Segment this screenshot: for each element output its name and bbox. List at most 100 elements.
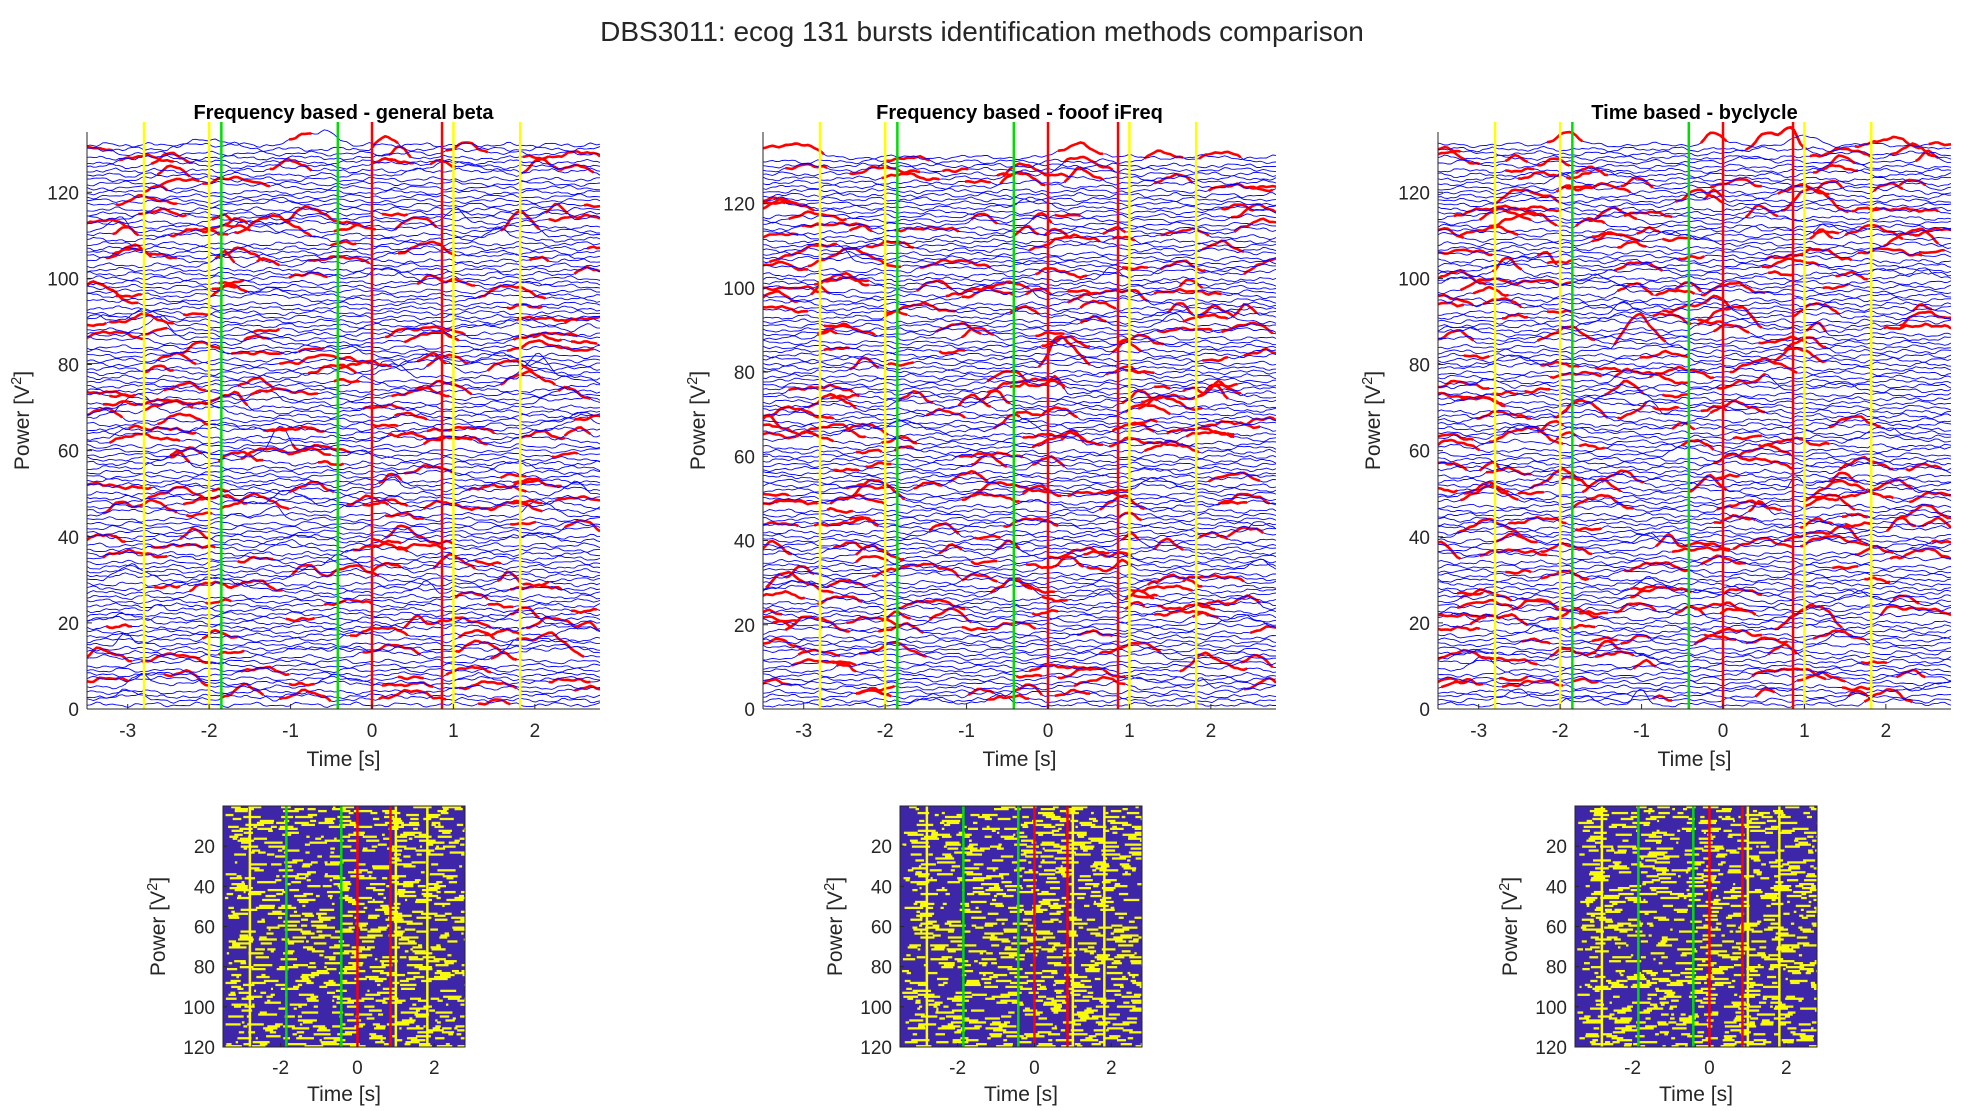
trial-trace — [1438, 494, 1951, 514]
trial-trace — [763, 595, 1276, 612]
burst-cell — [1617, 845, 1637, 848]
x-tick-label: 0 — [1718, 721, 1729, 742]
burst-cell — [295, 877, 307, 880]
burst-cell — [1030, 928, 1035, 931]
burst-cell — [289, 914, 301, 917]
burst-segment — [1694, 601, 1743, 611]
burst-cell — [447, 997, 460, 1000]
burst-cell — [1715, 855, 1726, 858]
burst-segment — [877, 547, 905, 561]
burst-cell — [931, 948, 945, 951]
burst-cell — [943, 964, 955, 967]
burst-cell — [346, 1005, 358, 1008]
burst-cell — [1730, 958, 1739, 961]
burst-cell — [1603, 1043, 1614, 1046]
burst-cell — [417, 885, 426, 888]
burst-cell — [240, 930, 256, 933]
burst-cell — [418, 967, 433, 971]
burst-cell — [395, 999, 406, 1002]
burst-cell — [400, 833, 415, 836]
burst-cell — [1782, 863, 1790, 866]
burst-cell — [1627, 977, 1647, 981]
burst-segment — [1438, 268, 1487, 286]
burst-cell — [421, 888, 438, 892]
burst-cell — [1658, 918, 1670, 921]
burst-cell — [1023, 879, 1037, 882]
burst-cell — [974, 960, 978, 963]
burst-cell — [375, 1041, 385, 1044]
burst-cell — [1710, 977, 1729, 981]
burst-segment — [288, 480, 335, 494]
burst-cell — [301, 932, 315, 935]
burst-segment — [1438, 432, 1474, 441]
y-tick-label: 120 — [1398, 183, 1430, 204]
burst-cell — [1808, 849, 1813, 852]
burst-cell — [324, 819, 334, 823]
trial-trace — [87, 266, 600, 273]
burst-segment — [371, 134, 399, 149]
burst-cell — [1642, 883, 1646, 886]
trial-trace — [1438, 581, 1951, 588]
burst-cell — [914, 1013, 925, 1016]
burst-cell — [239, 936, 253, 939]
burst-cell — [1806, 815, 1813, 819]
burst-cell — [902, 991, 918, 994]
burst-cell — [447, 954, 452, 957]
burst-cell — [946, 997, 965, 1000]
burst-segment — [1828, 154, 1856, 166]
burst-cell — [335, 930, 354, 933]
burst-cell — [1685, 1045, 1688, 1048]
trial-trace — [763, 212, 1276, 228]
burst-cell — [354, 869, 368, 872]
burst-segment — [1800, 534, 1868, 548]
burst-cell — [1586, 902, 1590, 906]
burst-cell — [463, 827, 465, 831]
y-tick-label: 100 — [1535, 998, 1567, 1019]
burst-segment — [1518, 170, 1560, 181]
burst-cell — [1608, 825, 1617, 829]
burst-segment — [179, 526, 210, 541]
burst-cell — [256, 975, 270, 979]
burst-cell — [1021, 1037, 1028, 1040]
burst-cell — [1070, 1029, 1084, 1032]
burst-cell — [1790, 922, 1795, 925]
burst-cell — [444, 912, 452, 915]
burst-cell — [324, 817, 336, 821]
burst-cell — [981, 883, 999, 886]
burst-cell — [936, 861, 956, 864]
burst-cell — [361, 997, 374, 1000]
burst-cell — [283, 809, 299, 813]
burst-cell — [257, 920, 266, 923]
burst-cell — [1723, 890, 1742, 894]
burst-cell — [1132, 975, 1136, 979]
burst-segment — [868, 684, 895, 692]
burst-cell — [1617, 946, 1621, 949]
burst-cell — [305, 851, 310, 854]
burst-cell — [944, 922, 952, 925]
burst-cell — [316, 930, 323, 933]
burst-cell — [1122, 823, 1132, 827]
x-axis-label: Time [s] — [984, 1083, 1058, 1106]
burst-cell — [1659, 997, 1667, 1000]
burst-cell — [920, 1015, 938, 1018]
trial-trace — [87, 533, 600, 540]
burst-cell — [1039, 985, 1046, 989]
burst-cell — [1040, 855, 1054, 858]
burst-cell — [1590, 1007, 1608, 1010]
burst-cell — [439, 817, 454, 821]
burst-cell — [1716, 809, 1731, 813]
burst-cell — [369, 966, 386, 969]
burst-cell — [437, 809, 447, 813]
burst-cell — [1099, 869, 1119, 872]
burst-segment — [1719, 607, 1757, 616]
burst-segment — [896, 389, 934, 405]
burst-cell — [1110, 932, 1115, 935]
burst-cell — [368, 1009, 382, 1012]
burst-cell — [1001, 1015, 1012, 1018]
burst-cell — [1633, 900, 1648, 904]
burst-cell — [1044, 849, 1062, 852]
burst-cell — [428, 851, 431, 854]
burst-cell — [1020, 839, 1036, 842]
trial-trace — [1438, 604, 1951, 635]
burst-cell — [917, 1007, 921, 1010]
